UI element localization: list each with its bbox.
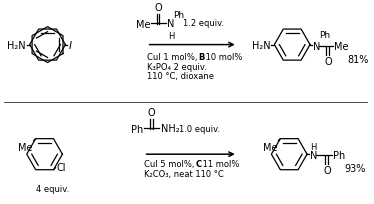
Text: N: N — [313, 41, 321, 51]
Text: Cl: Cl — [56, 162, 66, 172]
Text: K₂CO₃, neat 110 °C: K₂CO₃, neat 110 °C — [144, 169, 223, 178]
Text: O: O — [155, 3, 162, 13]
Text: Me: Me — [334, 41, 348, 51]
Text: Me: Me — [263, 142, 278, 152]
Text: N: N — [168, 19, 175, 29]
Text: 11 mol%: 11 mol% — [200, 159, 239, 168]
Text: O: O — [323, 165, 331, 175]
Text: O: O — [148, 108, 155, 118]
Text: O: O — [324, 56, 332, 66]
Text: CuI 5 mol%,: CuI 5 mol%, — [144, 159, 197, 168]
Text: Me: Me — [136, 20, 151, 30]
Text: Ph: Ph — [333, 150, 345, 160]
Text: 110 °C, dioxane: 110 °C, dioxane — [147, 72, 214, 81]
Text: Ph: Ph — [319, 31, 330, 40]
Text: H₂N: H₂N — [7, 40, 26, 50]
Text: K₃PO₄ 2 equiv.: K₃PO₄ 2 equiv. — [147, 62, 206, 71]
Text: Ph: Ph — [173, 11, 184, 20]
Text: C: C — [195, 159, 201, 168]
Text: 1.0 equiv.: 1.0 equiv. — [179, 124, 220, 133]
Text: B: B — [198, 52, 205, 61]
Text: 93%: 93% — [345, 163, 366, 173]
Text: H: H — [310, 142, 316, 151]
Text: I: I — [68, 40, 71, 50]
Text: Me: Me — [18, 142, 33, 152]
Text: 81%: 81% — [348, 54, 369, 64]
Text: N: N — [310, 150, 318, 160]
Text: 1.2 equiv.: 1.2 equiv. — [183, 19, 224, 28]
Text: NH₂: NH₂ — [162, 124, 180, 134]
Text: H₂N: H₂N — [252, 40, 270, 50]
Text: Ph: Ph — [131, 125, 144, 135]
Text: CuI 1 mol%,: CuI 1 mol%, — [147, 52, 200, 61]
Text: 10 mol%: 10 mol% — [203, 52, 242, 61]
Text: 4 equiv.: 4 equiv. — [36, 184, 69, 193]
Text: H: H — [168, 31, 175, 40]
